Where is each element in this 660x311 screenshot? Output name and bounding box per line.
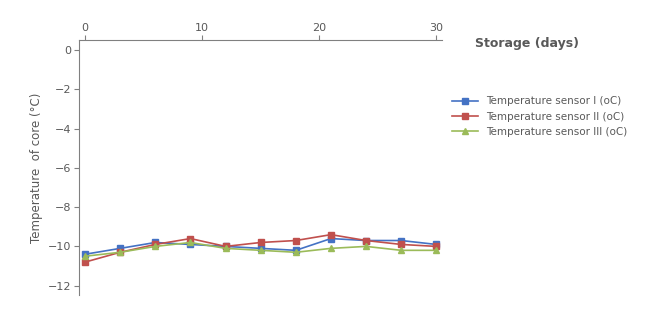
Temperature sensor I (oC) [222, 244, 230, 248]
Temperature sensor II (oC) [362, 239, 370, 242]
Temperature sensor II (oC) [187, 237, 195, 240]
Line: Temperature sensor III (oC): Temperature sensor III (oC) [82, 240, 439, 259]
Temperature sensor I (oC) [116, 247, 124, 250]
Temperature sensor II (oC) [292, 239, 300, 242]
Temperature sensor I (oC) [362, 239, 370, 242]
Temperature sensor III (oC) [432, 248, 440, 252]
Temperature sensor III (oC) [222, 247, 230, 250]
Temperature sensor II (oC) [397, 243, 405, 246]
Temperature sensor II (oC) [222, 244, 230, 248]
Temperature sensor I (oC) [327, 237, 335, 240]
Temperature sensor III (oC) [362, 244, 370, 248]
Legend: Temperature sensor I (oC), Temperature sensor II (oC), Temperature sensor III (o: Temperature sensor I (oC), Temperature s… [447, 92, 632, 141]
Temperature sensor I (oC) [81, 253, 89, 256]
Temperature sensor I (oC) [397, 239, 405, 242]
Temperature sensor III (oC) [81, 254, 89, 258]
Y-axis label: Temperature  of core (°C): Temperature of core (°C) [30, 93, 42, 243]
Temperature sensor III (oC) [327, 247, 335, 250]
Temperature sensor III (oC) [151, 244, 159, 248]
Temperature sensor II (oC) [327, 233, 335, 236]
Temperature sensor II (oC) [116, 250, 124, 254]
Temperature sensor I (oC) [257, 247, 265, 250]
Temperature sensor II (oC) [81, 260, 89, 264]
Temperature sensor I (oC) [292, 248, 300, 252]
Temperature sensor III (oC) [397, 248, 405, 252]
Temperature sensor II (oC) [151, 243, 159, 246]
Temperature sensor II (oC) [432, 244, 440, 248]
Temperature sensor I (oC) [432, 243, 440, 246]
Line: Temperature sensor II (oC): Temperature sensor II (oC) [82, 232, 439, 265]
Temperature sensor I (oC) [151, 241, 159, 244]
Temperature sensor III (oC) [292, 250, 300, 254]
Temperature sensor III (oC) [187, 241, 195, 244]
Temperature sensor I (oC) [187, 243, 195, 246]
Text: Storage (days): Storage (days) [475, 37, 579, 50]
Line: Temperature sensor I (oC): Temperature sensor I (oC) [82, 236, 439, 257]
Temperature sensor III (oC) [116, 250, 124, 254]
Temperature sensor III (oC) [257, 248, 265, 252]
Temperature sensor II (oC) [257, 241, 265, 244]
